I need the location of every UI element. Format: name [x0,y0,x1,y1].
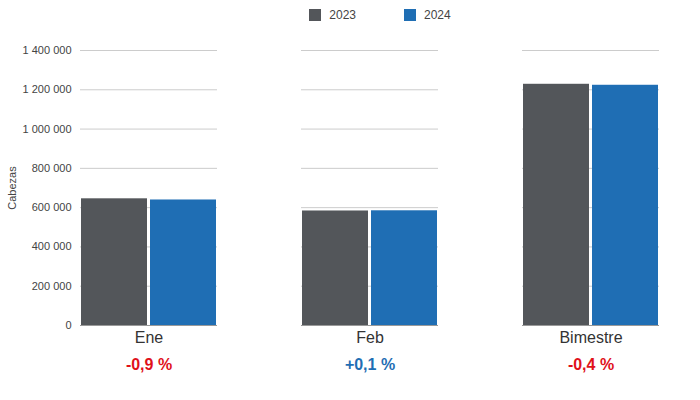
svg-text:Ene: Ene [135,329,164,346]
svg-text:200 000: 200 000 [32,280,72,292]
html-text:2024: 2024 [424,8,451,22]
svg-text:600 000: 600 000 [32,201,72,213]
svg-text:800 000: 800 000 [32,162,72,174]
svg-text:0: 0 [65,319,71,331]
svg-text:1 200 000: 1 200 000 [23,83,72,95]
svg-text:Feb: Feb [356,329,384,346]
html-text:2023: 2023 [329,8,356,22]
svg-text:Bimestre: Bimestre [559,329,622,346]
svg-text:-0,4 %: -0,4 % [568,356,614,373]
svg-text:1 000 000: 1 000 000 [23,123,72,135]
svg-text:-0,9 %: -0,9 % [126,356,172,373]
svg-text:+0,1 %: +0,1 % [345,356,395,373]
svg-text:Cabezas: Cabezas [6,166,18,210]
svg-text:400 000: 400 000 [32,240,72,252]
svg-text:1 400 000: 1 400 000 [23,44,72,56]
